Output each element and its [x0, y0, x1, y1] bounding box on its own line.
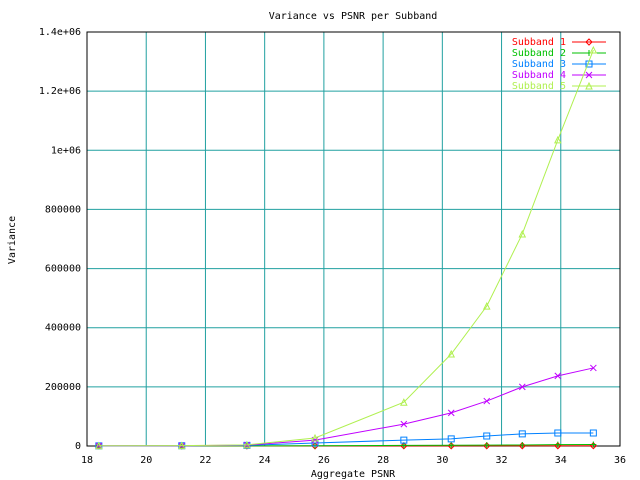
x-tick-label: 22	[199, 455, 211, 466]
x-tick-label: 32	[496, 455, 508, 466]
y-tick-label: 1e+06	[51, 145, 81, 156]
point	[447, 435, 455, 443]
point	[518, 383, 526, 391]
point	[554, 429, 562, 437]
point	[589, 45, 598, 54]
legend-label: Subband 1	[512, 37, 566, 48]
point	[177, 441, 186, 450]
plot-frame	[86, 31, 621, 447]
x-tick-label: 30	[436, 455, 448, 466]
point	[447, 442, 455, 450]
x-axis-label: Aggregate PSNR	[311, 469, 396, 480]
y-tick-label: 0	[75, 441, 81, 452]
point	[519, 441, 526, 448]
point	[400, 420, 408, 428]
point	[243, 441, 251, 449]
y-tick-label: 200000	[45, 382, 81, 393]
point	[483, 432, 491, 440]
x-tick-label: 34	[555, 455, 567, 466]
y-tick-label: 600000	[45, 264, 81, 275]
point	[483, 397, 491, 405]
point	[589, 364, 597, 372]
point	[554, 441, 561, 448]
legend-label: Subband 2	[512, 48, 566, 59]
point	[518, 442, 526, 450]
point	[483, 442, 491, 450]
point	[554, 442, 562, 450]
x-tick-label: 28	[377, 455, 389, 466]
point	[95, 441, 103, 450]
x-tick-label: 20	[140, 455, 152, 466]
y-tick-label: 800000	[45, 204, 81, 215]
point	[518, 430, 526, 438]
point	[589, 429, 597, 437]
point	[447, 349, 456, 358]
point	[518, 229, 527, 238]
point	[483, 442, 490, 449]
point	[311, 433, 319, 442]
y-tick-label: 400000	[45, 323, 81, 334]
point	[400, 398, 408, 406]
x-tick-label: 18	[81, 455, 93, 466]
point	[585, 71, 593, 79]
y-tick-label: 1.2e+06	[39, 86, 81, 97]
y-tick-label: 1.4e+06	[39, 27, 81, 38]
legend-label: Subband 4	[512, 70, 566, 81]
x-tick-label: 36	[614, 455, 626, 466]
point	[554, 135, 562, 144]
point	[447, 409, 455, 417]
point	[590, 441, 597, 448]
x-tick-label: 24	[259, 455, 271, 466]
point	[400, 436, 408, 444]
x-tick-label: 26	[318, 455, 330, 466]
y-axis-label: Variance	[7, 216, 18, 264]
point	[585, 38, 593, 46]
point	[554, 372, 562, 380]
chart-title: Variance vs PSNR per Subband	[269, 11, 438, 22]
series-line	[98, 49, 594, 447]
point	[243, 440, 251, 449]
point	[585, 60, 593, 68]
point	[585, 81, 593, 90]
point	[482, 302, 491, 310]
point	[448, 442, 455, 449]
legend-label: Subband 3	[512, 59, 566, 70]
legend-label: Subband 5	[512, 81, 566, 92]
point	[589, 441, 598, 450]
